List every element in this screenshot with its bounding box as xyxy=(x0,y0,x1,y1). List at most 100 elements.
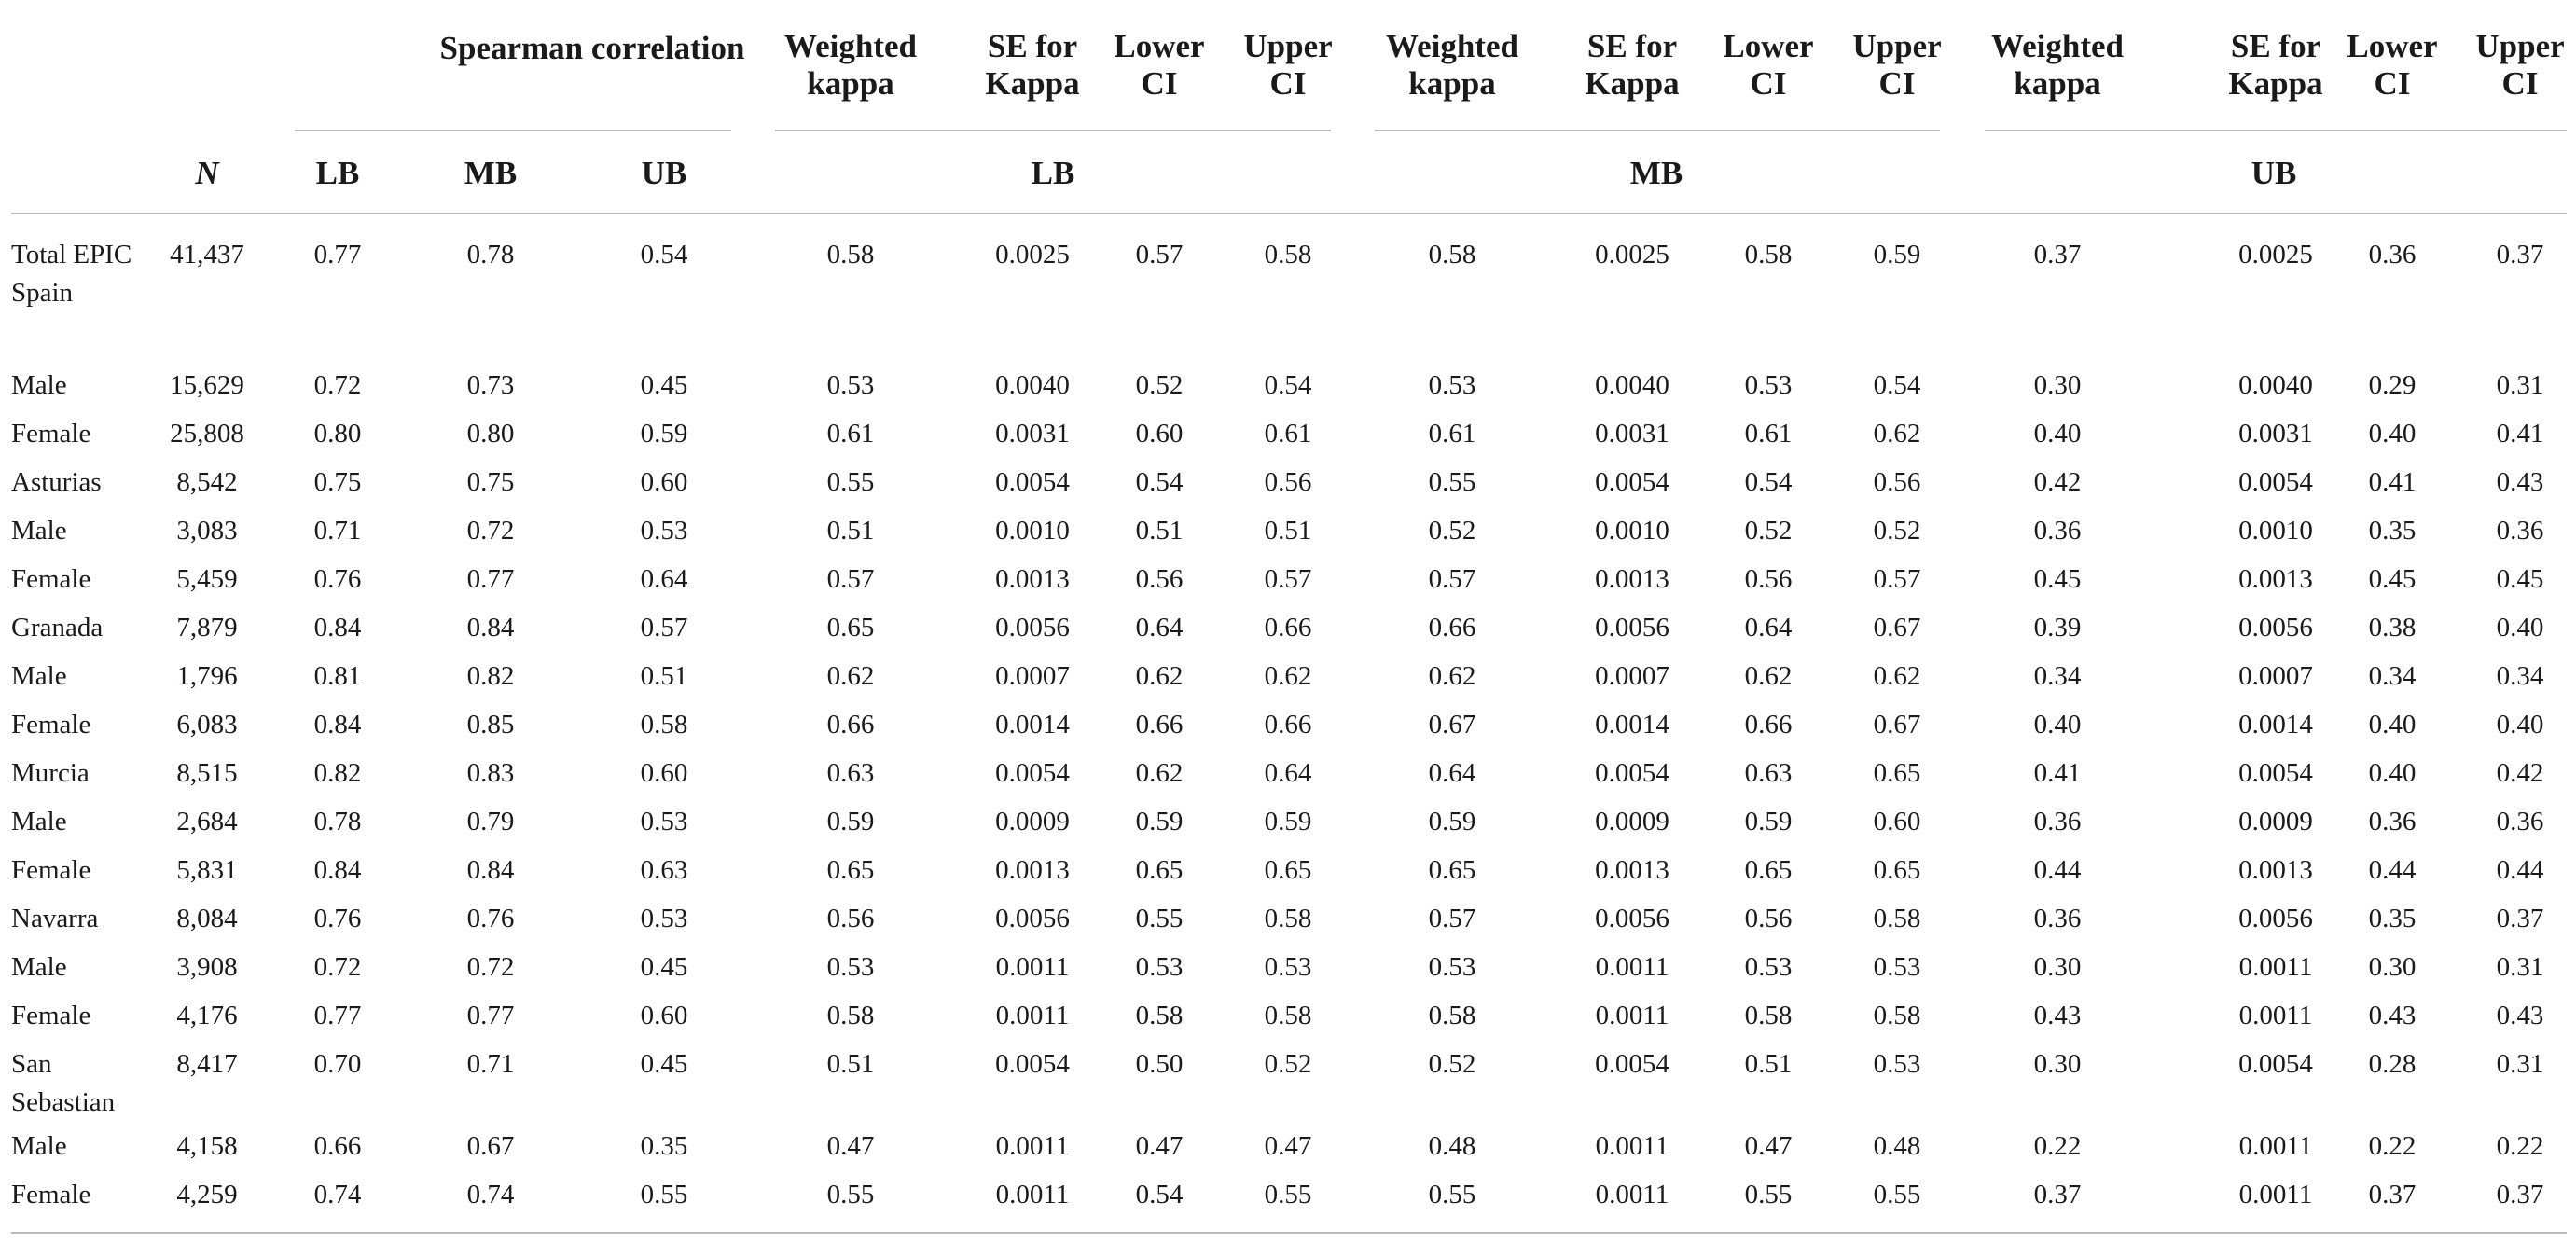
table-cell: 0.0056 xyxy=(995,613,1070,643)
table-cell: 0.0011 xyxy=(2238,1180,2313,1209)
table-cell: 0.42 xyxy=(2033,467,2082,497)
table-cell: 0.0013 xyxy=(2238,855,2313,885)
table-cell: 0.64 xyxy=(1428,758,1476,788)
table-cell: 0.65 xyxy=(1264,855,1312,885)
table-cell: 0.51 xyxy=(1135,516,1184,546)
table-cell: 0.82 xyxy=(313,758,362,788)
table-cell: 0.30 xyxy=(2368,952,2417,982)
table-cell: 0.0031 xyxy=(995,419,1070,449)
table-cell: 0.56 xyxy=(826,904,875,933)
table-cell: 0.0010 xyxy=(2238,516,2313,546)
kappa-lb-col-header: SE for xyxy=(987,28,1078,64)
table-cell: 0.52 xyxy=(1873,516,1921,546)
table-cell: 0.59 xyxy=(1873,240,1921,270)
table-cell: 0.22 xyxy=(2033,1131,2082,1161)
table-cell: 0.62 xyxy=(1135,758,1184,788)
table-cell: 0.66 xyxy=(313,1131,362,1161)
table-cell: 0.58 xyxy=(1744,240,1793,270)
table-cell: 0.60 xyxy=(1873,807,1921,836)
table-cell: 0.31 xyxy=(2496,952,2544,982)
table-cell: 0.0054 xyxy=(2238,467,2313,497)
table-cell: 0.57 xyxy=(640,613,688,643)
table-cell: 0.37 xyxy=(2033,1180,2082,1209)
kappa-mb-col-header-2: CI xyxy=(1878,65,1916,102)
table-cell: 2,684 xyxy=(176,807,238,836)
table-cell: 0.79 xyxy=(466,807,515,836)
table-cell: 0.61 xyxy=(1428,419,1476,449)
table-cell: 0.36 xyxy=(2033,904,2082,933)
row-label: Female xyxy=(11,564,91,594)
table-cell: 0.55 xyxy=(640,1180,688,1209)
table-cell: 0.51 xyxy=(826,1049,875,1079)
table-cell: 0.0007 xyxy=(1595,661,1669,691)
table-cell: 0.58 xyxy=(1744,1001,1793,1030)
table-cell: 0.65 xyxy=(1873,855,1921,885)
table-cell: 8,542 xyxy=(176,467,238,497)
table-cell: 0.43 xyxy=(2496,467,2544,497)
table-cell: 0.0009 xyxy=(995,807,1070,836)
table-cell: 0.34 xyxy=(2368,661,2417,691)
table-cell: 0.66 xyxy=(1428,613,1476,643)
table-cell: 0.55 xyxy=(826,1180,875,1209)
table-cell: 0.66 xyxy=(1264,613,1312,643)
kappa-ub-col-header-2: CI xyxy=(2374,65,2411,102)
table-cell: 0.43 xyxy=(2368,1001,2417,1030)
table-cell: 0.62 xyxy=(826,661,875,691)
table-cell: 0.67 xyxy=(466,1131,515,1161)
table-cell: 0.52 xyxy=(1428,1049,1476,1079)
table-cell: 0.56 xyxy=(1264,467,1312,497)
table-cell: 0.51 xyxy=(1744,1049,1793,1079)
table-cell: 0.55 xyxy=(1135,904,1184,933)
spearman-col-ub: UB xyxy=(641,155,687,191)
table-cell: 0.0007 xyxy=(995,661,1070,691)
table-cell: 5,459 xyxy=(176,564,238,594)
table-cell: 0.77 xyxy=(313,240,362,270)
table-cell: 0.53 xyxy=(1428,952,1476,982)
table-cell: 0.44 xyxy=(2033,855,2082,885)
table-cell: 0.55 xyxy=(1264,1180,1312,1209)
table-cell: 0.41 xyxy=(2033,758,2082,788)
table-cell: 0.58 xyxy=(640,710,688,739)
table-cell: 0.57 xyxy=(1873,564,1921,594)
table-cell: 0.62 xyxy=(1744,661,1793,691)
row-label: Female xyxy=(11,855,91,885)
spearman-col-mb: MB xyxy=(464,155,518,191)
table-cell: 8,084 xyxy=(176,904,238,933)
kappa-mb-col-header-2: kappa xyxy=(1408,65,1496,102)
table-cell: 0.50 xyxy=(1135,1049,1184,1079)
table-cell: 0.58 xyxy=(1873,1001,1921,1030)
table-cell: 0.45 xyxy=(640,1049,688,1079)
table-cell: 0.52 xyxy=(1744,516,1793,546)
kappa-lb-col-header-2: kappa xyxy=(807,65,894,102)
table-cell: 0.53 xyxy=(1744,952,1793,982)
table-cell: 0.0007 xyxy=(2238,661,2313,691)
table-cell: 0.56 xyxy=(1744,904,1793,933)
kappa-ub-col-header: Upper xyxy=(2475,28,2565,64)
table-cell: 0.51 xyxy=(640,661,688,691)
table-cell: 0.54 xyxy=(1135,1180,1184,1209)
table-cell: 0.62 xyxy=(1264,661,1312,691)
table-cell: 0.77 xyxy=(466,564,515,594)
table-cell: 0.0011 xyxy=(995,1001,1070,1030)
table-cell: 0.0054 xyxy=(2238,758,2313,788)
table-cell: 0.71 xyxy=(466,1049,515,1079)
table-cell: 0.36 xyxy=(2368,807,2417,836)
table-cell: 0.0011 xyxy=(995,952,1070,982)
table-cell: 0.37 xyxy=(2033,240,2082,270)
kappa-ub-col-header: Lower xyxy=(2347,28,2438,64)
table-cell: 0.59 xyxy=(1428,807,1476,836)
table-cell: 0.28 xyxy=(2368,1049,2417,1079)
spearman-col-lb: LB xyxy=(315,155,360,191)
table-cell: 0.58 xyxy=(1873,904,1921,933)
table-cell: 0.0011 xyxy=(1595,1131,1669,1161)
table-cell: 0.0056 xyxy=(1595,613,1669,643)
table-cell: 0.51 xyxy=(1264,516,1312,546)
kappa-lb-col-header: Weighted xyxy=(784,28,917,64)
kappa-mb-col-header: Lower xyxy=(1723,28,1814,64)
table-cell: 0.84 xyxy=(313,613,362,643)
table-cell: 0.0056 xyxy=(995,904,1070,933)
table-cell: 0.34 xyxy=(2033,661,2082,691)
n-column-header: N xyxy=(195,155,219,191)
table-cell: 0.43 xyxy=(2496,1001,2544,1030)
table-cell: 0.45 xyxy=(2496,564,2544,594)
